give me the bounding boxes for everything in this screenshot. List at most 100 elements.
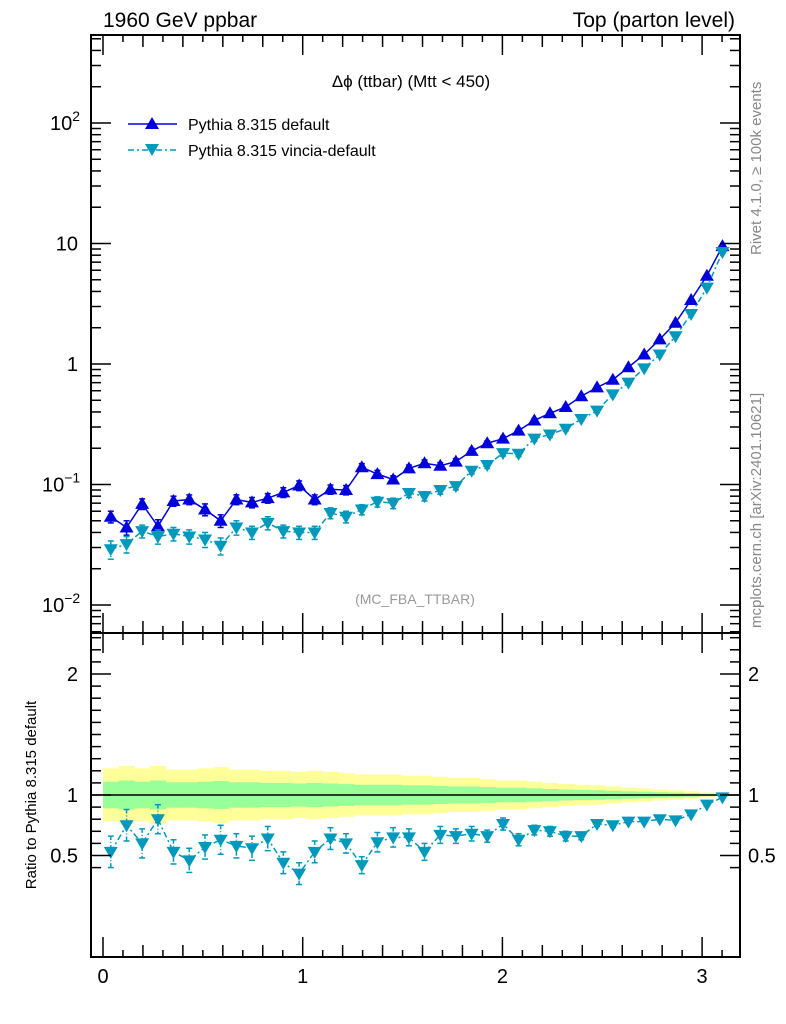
- data-point-triangle-down: [386, 498, 401, 511]
- data-point-triangle-down: [182, 855, 197, 868]
- data-point-triangle-down: [198, 842, 213, 855]
- data-point-triangle-down: [637, 363, 652, 376]
- data-point-triangle-up: [307, 492, 322, 505]
- data-point-triangle-down: [605, 820, 620, 833]
- data-point-triangle-down: [370, 837, 385, 850]
- data-point-triangle-down: [511, 834, 526, 847]
- data-point-triangle-down: [527, 825, 542, 838]
- y-tick-label-left: 0.5: [50, 846, 78, 868]
- data-point-triangle-up: [386, 472, 401, 485]
- data-point-triangle-down: [464, 828, 479, 841]
- legend-marker-triangle-down-icon: [145, 144, 159, 156]
- data-point-triangle-down: [574, 413, 589, 426]
- data-point-triangle-up: [605, 372, 620, 385]
- data-point-triangle-down: [590, 819, 605, 832]
- data-point-triangle-up: [166, 493, 181, 506]
- y-tick-label: 10: [56, 234, 78, 256]
- data-point-triangle-down: [166, 846, 181, 859]
- ratio-panel: 0.5 0.5 1 1 2 2 0 1 2 3 Ratio to Pythia 8.315 def…: [23, 632, 776, 988]
- data-point-triangle-down: [574, 831, 589, 844]
- data-point-triangle-up: [292, 478, 307, 491]
- data-point-triangle-up: [103, 509, 118, 522]
- data-point-triangle-up: [198, 502, 213, 515]
- data-point-triangle-up: [558, 399, 573, 412]
- data-point-triangle-down: [260, 517, 275, 530]
- data-point-triangle-down: [542, 429, 557, 442]
- data-point-triangle-down: [119, 820, 134, 833]
- data-point-triangle-up: [354, 460, 369, 473]
- data-point-triangle-down: [339, 511, 354, 524]
- data-point-triangle-down: [292, 868, 307, 881]
- data-point-triangle-up: [182, 492, 197, 505]
- data-point-triangle-down: [684, 308, 699, 321]
- data-point-triangle-up: [213, 513, 228, 526]
- y-tick-label-right: 0.5: [748, 846, 776, 868]
- data-point-triangle-down: [558, 423, 573, 436]
- data-point-triangle-up: [464, 443, 479, 456]
- data-point-triangle-down: [668, 331, 683, 344]
- data-point-triangle-down: [276, 526, 291, 539]
- data-point-triangle-down: [433, 829, 448, 842]
- data-point-triangle-down: [244, 843, 259, 856]
- legend-label-default: Pythia 8.315 default: [188, 117, 330, 134]
- data-point-triangle-down: [401, 832, 416, 845]
- data-point-triangle-down: [401, 488, 416, 501]
- data-point-triangle-down: [699, 799, 714, 812]
- data-point-triangle-up: [417, 456, 432, 469]
- data-point-triangle-up: [229, 492, 244, 505]
- data-point-triangle-down: [699, 282, 714, 295]
- data-point-triangle-down: [652, 814, 667, 827]
- data-point-triangle-down: [213, 834, 228, 847]
- data-point-triangle-down: [417, 491, 432, 504]
- data-point-triangle-down: [715, 792, 730, 805]
- header-left-title: 1960 GeV ppbar: [103, 9, 257, 32]
- y-tick-label: 1: [67, 354, 78, 376]
- data-point-triangle-down: [621, 816, 636, 829]
- data-point-triangle-down: [605, 389, 620, 402]
- data-point-triangle-down: [354, 504, 369, 517]
- data-point-triangle-down: [198, 534, 213, 547]
- ratio-plot-layer: [92, 765, 739, 886]
- data-point-triangle-down: [135, 526, 150, 539]
- data-point-triangle-up: [480, 436, 495, 449]
- data-point-triangle-up: [511, 423, 526, 436]
- data-point-triangle-down: [150, 531, 165, 544]
- data-point-triangle-down: [307, 846, 322, 859]
- y-tick-label-right: 1: [748, 785, 759, 807]
- legend-entry-default: Pythia 8.315 default: [128, 117, 330, 134]
- data-point-triangle-up: [260, 491, 275, 504]
- data-point-triangle-down: [292, 527, 307, 540]
- data-point-triangle-down: [464, 465, 479, 478]
- data-point-triangle-down: [417, 846, 432, 859]
- data-point-triangle-up: [621, 360, 636, 373]
- main-plot-title: Δϕ (ttbar) (Mtt < 450): [332, 72, 490, 91]
- main-ticks: 10−2 10−1 1 10 102: [42, 35, 740, 633]
- series-line-vincia: [110, 251, 724, 550]
- data-point-triangle-down: [150, 814, 165, 827]
- data-point-triangle-down: [527, 433, 542, 446]
- x-tick-label: 0: [97, 966, 108, 988]
- data-point-triangle-down: [166, 528, 181, 541]
- data-point-triangle-up: [339, 483, 354, 496]
- data-point-triangle-up: [448, 454, 463, 467]
- ratio-ylabel: Ratio to Pythia 8.315 default: [23, 700, 40, 889]
- data-point-triangle-up: [652, 332, 667, 345]
- data-point-triangle-up: [527, 413, 542, 426]
- data-point-triangle-down: [103, 544, 118, 557]
- main-panel: 10−2 10−1 1 10 102 Δϕ (ttbar) (Mtt < 450) (M…: [42, 34, 741, 634]
- data-point-triangle-down: [229, 840, 244, 853]
- data-point-triangle-down: [213, 540, 228, 553]
- legend: Pythia 8.315 default Pythia 8.315 vincia…: [128, 117, 376, 160]
- data-point-triangle-down: [386, 832, 401, 845]
- data-point-triangle-down: [244, 527, 259, 540]
- data-point-triangle-down: [119, 539, 134, 552]
- data-point-triangle-down: [260, 833, 275, 846]
- x-tick-label: 3: [697, 966, 708, 988]
- legend-marker-triangle-up-icon: [145, 117, 159, 129]
- y-tick-label-left: 1: [67, 785, 78, 807]
- data-point-triangle-down: [621, 377, 636, 390]
- data-point-triangle-up: [637, 347, 652, 360]
- rivet-label: Rivet 4.1.0, ≥ 100k events: [748, 82, 765, 255]
- data-point-triangle-up: [495, 431, 510, 444]
- ratio-series-line: [110, 796, 723, 875]
